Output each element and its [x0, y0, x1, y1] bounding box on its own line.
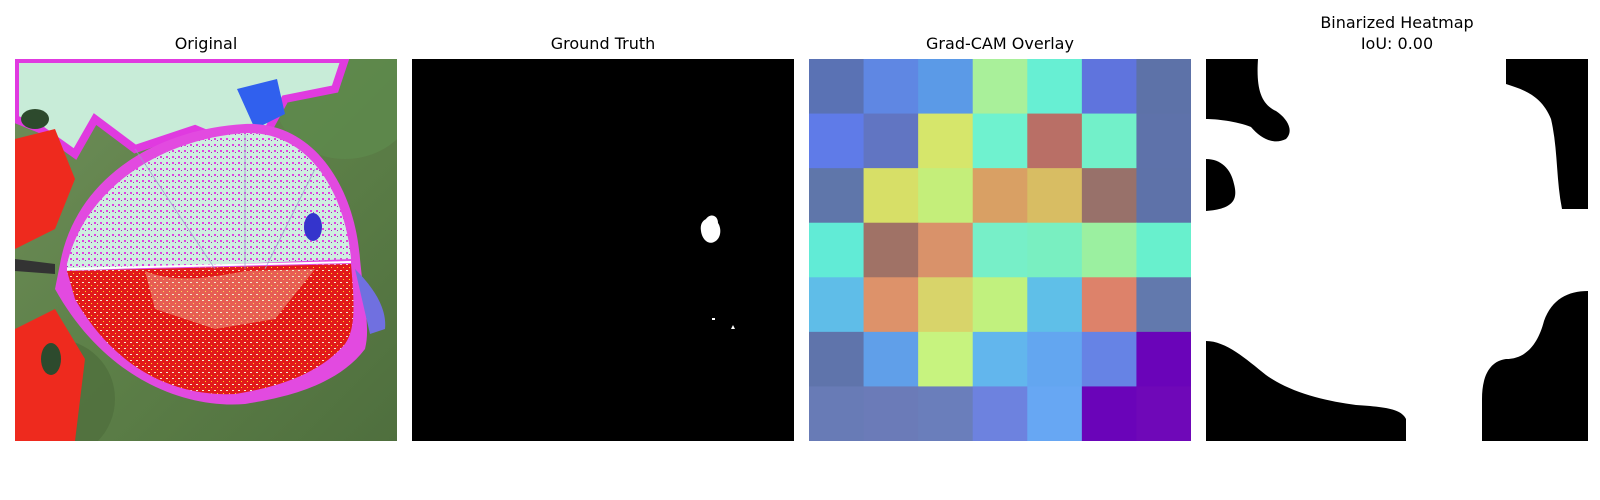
heatmap-cell	[1081, 277, 1138, 333]
heatmap-cell	[863, 222, 919, 278]
heatmap-cell	[1027, 222, 1083, 278]
heatmap-cell	[972, 113, 1028, 169]
heatmap-cell	[1136, 277, 1191, 333]
binarized-heatmap-image	[1206, 59, 1588, 441]
heatmap-cell	[1081, 386, 1138, 441]
panel-title: Grad-CAM Overlay	[926, 34, 1074, 53]
panel-original: Original	[15, 0, 397, 500]
heatmap-cell	[918, 277, 974, 333]
heatmap-cell	[1081, 113, 1138, 169]
heatmap-cell	[809, 386, 865, 441]
heatmap-cell	[918, 222, 974, 278]
heatmap-cell	[1136, 59, 1191, 115]
heatmap-cell	[1136, 386, 1191, 441]
heatmap-cell	[1027, 59, 1083, 115]
heatmap-cell	[809, 59, 865, 115]
heatmap-cell	[972, 168, 1028, 224]
heatmap-cell	[863, 59, 919, 115]
heatmap-cell	[809, 168, 865, 224]
heatmap-cell	[1027, 277, 1083, 333]
heatmap-cell	[863, 168, 919, 224]
heatmap-cell	[1136, 168, 1191, 224]
panel-binarized-heatmap: Binarized Heatmap IoU: 0.00	[1206, 0, 1588, 500]
heatmap-cell	[1136, 331, 1191, 388]
panel-ground-truth: Ground Truth	[412, 0, 794, 500]
panel-title: Binarized Heatmap	[1320, 13, 1474, 32]
heatmap-cell	[1027, 331, 1083, 388]
heatmap-cell	[972, 386, 1028, 441]
heatmap-cell	[863, 277, 919, 333]
panel-title: Ground Truth	[550, 34, 656, 53]
panel-title: Original	[174, 34, 238, 53]
heatmap-cell	[918, 386, 974, 441]
heatmap-cell	[972, 222, 1028, 278]
heatmap-cell	[972, 331, 1028, 388]
heatmap-cell	[863, 386, 919, 441]
heatmap-cell	[1081, 168, 1138, 224]
heatmap-cell	[1081, 331, 1138, 388]
heatmap-cell	[918, 59, 974, 115]
heatmap-cell	[1081, 222, 1138, 278]
heatmap-cell	[918, 168, 974, 224]
heatmap-cell	[809, 331, 865, 388]
heatmap-cell	[972, 277, 1028, 333]
heatmap-cell	[1136, 222, 1191, 278]
heatmap-cell	[809, 222, 865, 278]
heatmap-cell	[809, 277, 865, 333]
heatmap-cell	[1027, 386, 1083, 441]
iou-score: IoU: 0.00	[1360, 34, 1434, 53]
heatmap-cell	[1027, 113, 1083, 169]
heatmap-cell	[1136, 113, 1191, 169]
gradcam-overlay-image	[809, 59, 1191, 441]
ground-truth-mask-image	[412, 59, 794, 441]
heatmap-cell	[863, 113, 919, 169]
panel-gradcam-overlay: Grad-CAM Overlay	[809, 0, 1191, 500]
heatmap-cell	[918, 331, 974, 388]
heatmap-cell	[918, 113, 974, 169]
leaf-original-image	[15, 59, 397, 441]
heatmap-cell	[972, 59, 1028, 115]
heatmap-cell	[863, 331, 919, 388]
heatmap-cell	[1027, 168, 1083, 224]
heatmap-cell	[1081, 59, 1138, 115]
heatmap-cell	[809, 113, 865, 169]
